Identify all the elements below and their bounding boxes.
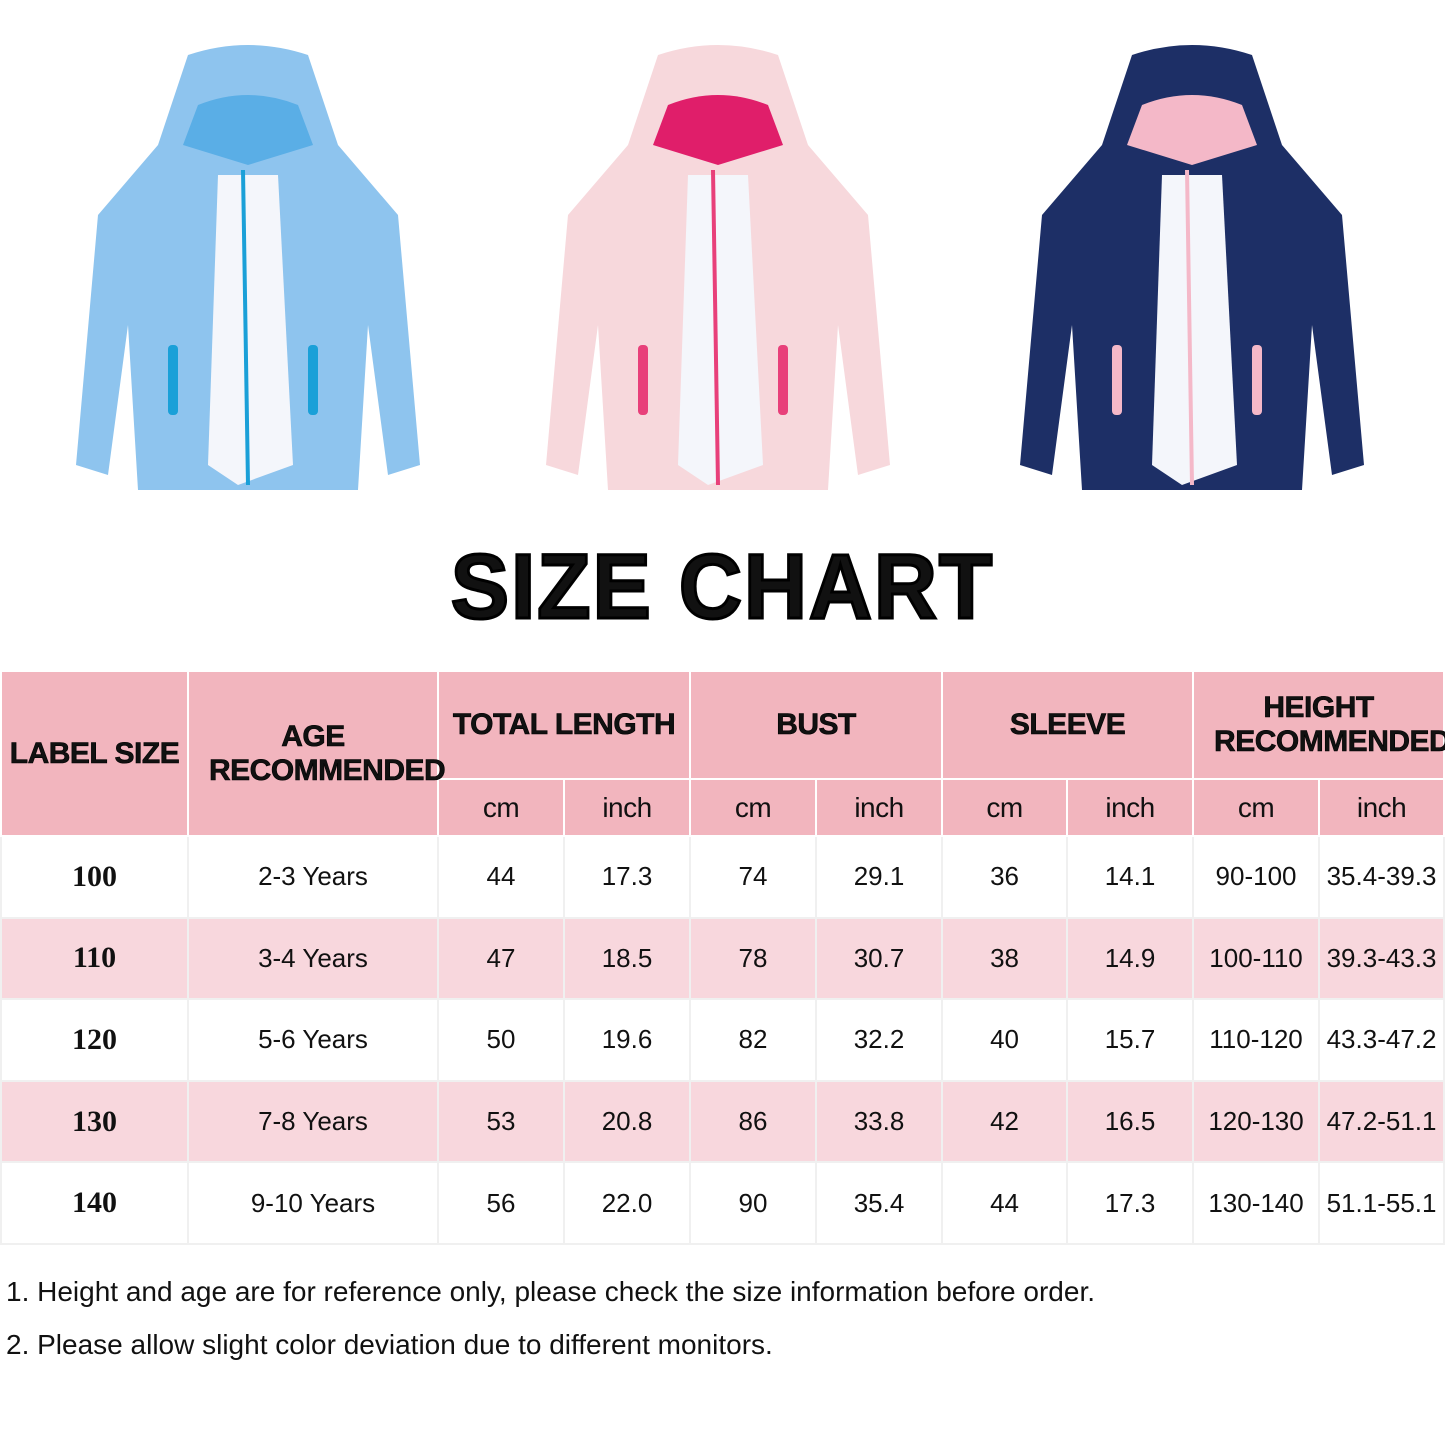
label-size-cell: 110 bbox=[0, 916, 189, 1001]
table-cell: 32.2 bbox=[815, 998, 944, 1082]
table-cell: 7-8 Years bbox=[187, 1079, 439, 1164]
table-row: 120 5-6 Years 50 19.6 82 32.2 40 15.7 110-120 43.… bbox=[0, 998, 1445, 1082]
table-cell: 9-10 Years bbox=[187, 1161, 439, 1245]
jacket-image-navy bbox=[1020, 45, 1364, 490]
table-cell: 130-140 bbox=[1192, 1161, 1321, 1245]
header-sleeve: SLEEVE bbox=[941, 670, 1195, 780]
notes: 1. Height and age are for reference only… bbox=[6, 1265, 1095, 1371]
table-cell: 38 bbox=[941, 916, 1069, 1001]
unit-cm: cm bbox=[941, 778, 1069, 837]
table-cell: 40 bbox=[941, 998, 1069, 1082]
table-cell: 74 bbox=[689, 835, 818, 919]
label-size-cell: 140 bbox=[0, 1161, 189, 1245]
table-cell: 3-4 Years bbox=[187, 916, 439, 1001]
table-cell: 18.5 bbox=[562, 916, 692, 1001]
table-cell: 35.4-39.3 bbox=[1318, 835, 1445, 919]
table-cell: 16.5 bbox=[1066, 1079, 1195, 1164]
note-1: 1. Height and age are for reference only… bbox=[6, 1276, 1096, 1307]
table-row: 140 9-10 Years 56 22.0 90 35.4 44 17.3 130-140 51… bbox=[0, 1161, 1445, 1245]
table-cell: 50 bbox=[437, 998, 565, 1082]
table-cell: 2-3 Years bbox=[187, 835, 439, 919]
table-cell: 56 bbox=[437, 1161, 565, 1245]
unit-cm: cm bbox=[1192, 778, 1321, 837]
header-height: HEIGHT RECOMMENDED bbox=[1192, 670, 1445, 780]
table-cell: 43.3-47.2 bbox=[1318, 998, 1445, 1082]
table-cell: 36 bbox=[941, 835, 1069, 919]
table-cell: 5-6 Years bbox=[187, 998, 439, 1082]
header-bust: BUST bbox=[689, 670, 944, 780]
unit-inch: inch bbox=[562, 778, 692, 837]
table-cell: 53 bbox=[437, 1079, 565, 1164]
table-cell: 15.7 bbox=[1066, 998, 1195, 1082]
table-cell: 86 bbox=[689, 1079, 818, 1164]
unit-inch: inch bbox=[1066, 778, 1195, 837]
table-cell: 22.0 bbox=[562, 1161, 692, 1245]
table-cell: 29.1 bbox=[815, 835, 944, 919]
header-label-size: LABEL SIZE bbox=[0, 670, 189, 837]
table-cell: 120-130 bbox=[1192, 1079, 1321, 1164]
page-title: SIZE CHART bbox=[449, 535, 995, 640]
table-cell: 35.4 bbox=[815, 1161, 944, 1245]
table-cell: 44 bbox=[941, 1161, 1069, 1245]
table-cell: 14.9 bbox=[1066, 916, 1195, 1001]
table-cell: 47.2-51.1 bbox=[1318, 1079, 1445, 1164]
size-table: LABEL SIZE AGE RECOMMENDED TOTAL LENGTH … bbox=[0, 670, 1445, 1245]
table-cell: 30.7 bbox=[815, 916, 944, 1001]
table-row: 130 7-8 Years 53 20.8 86 33.8 42 16.5 120-130 47.… bbox=[0, 1079, 1445, 1164]
unit-inch: inch bbox=[1318, 778, 1445, 837]
table-cell: 19.6 bbox=[562, 998, 692, 1082]
table-cell: 90-100 bbox=[1192, 835, 1321, 919]
unit-inch: inch bbox=[815, 778, 944, 837]
unit-cm: cm bbox=[437, 778, 565, 837]
jacket-image-pink bbox=[546, 45, 890, 490]
table-cell: 42 bbox=[941, 1079, 1069, 1164]
jacket-image-blue bbox=[76, 45, 420, 490]
table-cell: 14.1 bbox=[1066, 835, 1195, 919]
unit-cm: cm bbox=[689, 778, 818, 837]
table-cell: 90 bbox=[689, 1161, 818, 1245]
table-cell: 17.3 bbox=[562, 835, 692, 919]
jacket-blue-shape bbox=[76, 45, 420, 490]
table-cell: 78 bbox=[689, 916, 818, 1001]
table-cell: 100-110 bbox=[1192, 916, 1321, 1001]
label-size-cell: 130 bbox=[0, 1079, 189, 1164]
table-cell: 47 bbox=[437, 916, 565, 1001]
label-size-cell: 120 bbox=[0, 998, 189, 1082]
table-cell: 17.3 bbox=[1066, 1161, 1195, 1245]
label-size-cell: 100 bbox=[0, 835, 189, 919]
table-cell: 33.8 bbox=[815, 1079, 944, 1164]
header-total-length: TOTAL LENGTH bbox=[436, 670, 692, 780]
table-cell: 82 bbox=[689, 998, 818, 1082]
header-age: AGE RECOMMENDED bbox=[187, 670, 446, 837]
table-row: 100 2-3 Years 44 17.3 74 29.1 36 14.1 90-100 35.4… bbox=[0, 835, 1445, 919]
note-2: 2. Please allow slight color deviation d… bbox=[6, 1329, 773, 1360]
table-row: 110 3-4 Years 47 18.5 78 30.7 38 14.9 100-110 39.… bbox=[0, 916, 1445, 1001]
table-cell: 20.8 bbox=[562, 1079, 692, 1164]
table-cell: 44 bbox=[437, 835, 565, 919]
table-cell: 39.3-43.3 bbox=[1318, 916, 1445, 1001]
table-cell: 51.1-55.1 bbox=[1318, 1161, 1445, 1245]
table-cell: 110-120 bbox=[1192, 998, 1321, 1082]
